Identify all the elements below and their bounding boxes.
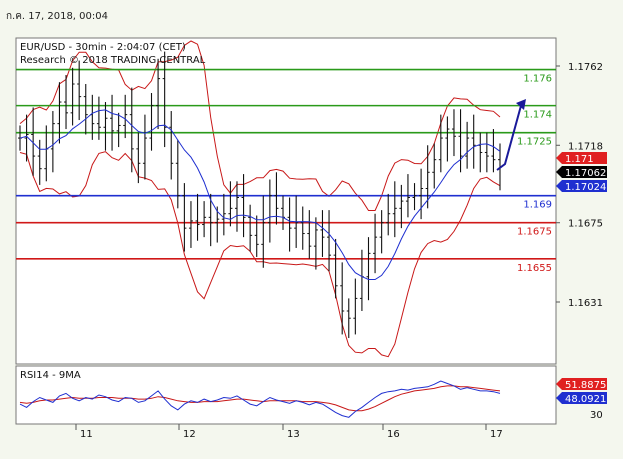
ma-line [19, 109, 501, 280]
x-tick-label: 16 [387, 429, 400, 440]
price-tags: 1.171 1.17062 1.17024 [556, 152, 607, 193]
x-tick-label: 12 [183, 429, 196, 440]
x-tick-label: 11 [80, 429, 93, 440]
moving-average [19, 109, 501, 280]
forecast-arrow [496, 99, 526, 171]
timestamp: ก.ค. 17, 2018, 00:04 [6, 11, 108, 22]
level-label: 1.1725 [517, 137, 552, 148]
y-axis-ticks: 1.1762 1.1718 1.1675 1.1631 [556, 62, 603, 309]
level-label: 1.176 [523, 74, 552, 85]
y-tick-label: 1.1631 [568, 298, 603, 309]
main-plot-frame [15, 37, 557, 365]
price-tag-label: 1.171 [565, 154, 594, 165]
rsi-ma-line [19, 385, 501, 412]
price-tag [556, 166, 607, 178]
lower-band [19, 151, 501, 358]
upper-band [19, 40, 501, 211]
rsi-line [19, 380, 501, 418]
y-tick-label: 1.1762 [568, 62, 603, 73]
price-tag [556, 152, 607, 164]
level-label: 1.174 [523, 110, 552, 121]
rsi-tags: 51.8875 48.0921 [556, 378, 607, 405]
top-bar: ก.ค. 17, 2018, 00:04 [0, 0, 623, 32]
rsi-plot-frame [15, 365, 557, 425]
x-tick-label: 17 [490, 429, 503, 440]
rsi-tag-label: 48.0921 [565, 394, 606, 405]
level-label: 1.169 [523, 200, 552, 211]
level-label: 1.1655 [517, 263, 552, 274]
level-label: 1.1675 [517, 227, 552, 238]
rsi-tag-label: 51.8875 [565, 380, 606, 391]
bollinger-bands [19, 40, 501, 358]
y-tick-label: 1.1718 [568, 141, 603, 152]
x-axis-ticks: 11 12 13 16 17 [75, 424, 503, 440]
chart-title: EUR/USD - 30min - 2:04:07 (CET) [20, 42, 186, 53]
price-tag-label: 1.17024 [565, 182, 606, 193]
rsi-lines [19, 380, 501, 418]
rsi-label: RSI14 - 9MA [20, 370, 81, 381]
x-tick-label: 13 [287, 429, 300, 440]
rsi-tag [556, 378, 607, 390]
price-tag-label: 1.17062 [565, 168, 606, 179]
price-tag [556, 180, 607, 192]
rsi-tick-label: 30 [590, 410, 603, 421]
chart-subtitle: Research © 2018 TRADING CENTRAL [20, 55, 206, 66]
y-tick-label: 1.1675 [568, 219, 603, 230]
rsi-tag [556, 392, 607, 404]
